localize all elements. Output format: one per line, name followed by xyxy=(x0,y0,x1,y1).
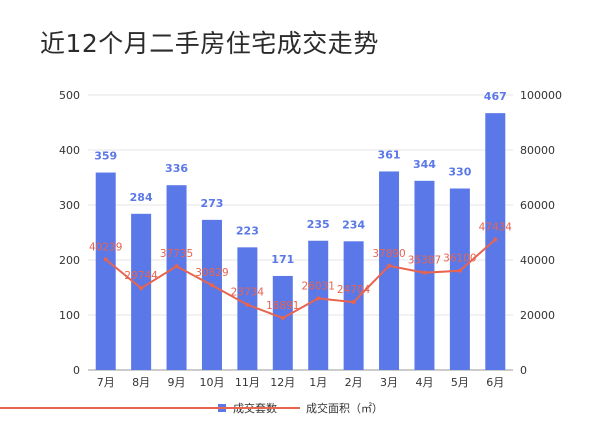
line-point xyxy=(387,263,392,268)
bar-series xyxy=(95,113,506,371)
bar xyxy=(201,219,222,370)
bar-value-label: 330 xyxy=(448,166,471,179)
line-point xyxy=(457,268,462,273)
bar xyxy=(485,113,506,371)
line-point xyxy=(209,283,214,288)
left-tick-label: 0 xyxy=(73,364,80,377)
bar xyxy=(414,180,435,370)
bar-value-label: 344 xyxy=(413,158,436,171)
left-tick-label: 400 xyxy=(59,144,80,157)
grid-lines xyxy=(88,94,513,371)
left-axis: 0 100 200 300 400 500 xyxy=(59,89,80,377)
line-value-label: 37890 xyxy=(372,248,405,260)
bar-value-label: 223 xyxy=(236,224,259,237)
line-point xyxy=(103,257,108,262)
x-tick-label: 6月 xyxy=(486,376,504,389)
x-tick-label: 9月 xyxy=(168,376,186,389)
bar-value-label: 359 xyxy=(94,150,117,163)
x-tick-label: 2月 xyxy=(345,376,363,389)
bar xyxy=(343,241,364,370)
line-value-label: 24704 xyxy=(337,284,371,296)
line-value-label: 40239 xyxy=(89,241,122,253)
line-value-label: 47434 xyxy=(479,222,513,234)
bar-value-label: 235 xyxy=(307,218,330,231)
bar xyxy=(166,185,187,370)
bar xyxy=(272,275,293,370)
right-tick-label: 80000 xyxy=(520,144,555,157)
bar-value-label: 284 xyxy=(130,191,153,204)
line-point xyxy=(493,237,498,242)
right-axis: 0 20000 40000 60000 80000 100000 xyxy=(520,89,562,377)
right-tick-label: 60000 xyxy=(520,199,555,212)
x-tick-label: 11月 xyxy=(235,376,260,389)
right-tick-label: 40000 xyxy=(520,254,555,267)
x-tick-label: 12月 xyxy=(270,376,295,389)
bar-value-label: 336 xyxy=(165,162,188,175)
right-tick-label: 20000 xyxy=(520,309,555,322)
x-tick-label: 1月 xyxy=(309,376,327,389)
right-tick-label: 100000 xyxy=(520,89,562,102)
bar xyxy=(131,213,152,370)
line-value-label: 23734 xyxy=(231,287,265,299)
line-value-label: 30829 xyxy=(195,267,228,279)
line-point xyxy=(245,302,250,307)
line-point xyxy=(422,270,427,275)
bar xyxy=(95,172,116,370)
line-value-label: 29744 xyxy=(124,270,158,282)
line-point xyxy=(174,264,179,269)
line-value-label: 18891 xyxy=(266,300,299,312)
right-tick-label: 0 xyxy=(520,364,527,377)
bar-value-label: 273 xyxy=(200,197,223,210)
bar xyxy=(449,188,470,370)
line-point xyxy=(139,286,144,291)
x-tick-label: 3月 xyxy=(380,376,398,389)
bar-labels: 359 284 336 273 223 171 235 234 361 344 330 467 xyxy=(94,90,507,266)
line-value-label: 26031 xyxy=(302,280,335,292)
line-point xyxy=(316,296,321,301)
x-tick-label: 10月 xyxy=(199,376,224,389)
chart-title: 近12个月二手房住宅成交走势 xyxy=(40,29,379,58)
bar xyxy=(379,171,400,370)
bar-value-label: 171 xyxy=(271,253,294,266)
x-tick-label: 5月 xyxy=(451,376,469,389)
line-value-label: 36100 xyxy=(443,253,476,265)
x-tick-label: 7月 xyxy=(97,376,115,389)
x-axis: 7月 8月 9月 10月 11月 12月 1月 2月 3月 4月 5月 6月 xyxy=(97,376,505,389)
x-tick-label: 4月 xyxy=(415,376,433,389)
line-value-label: 35387 xyxy=(408,255,441,267)
bar-value-label: 234 xyxy=(342,218,365,231)
line-value-label: 37735 xyxy=(160,248,193,260)
left-tick-label: 300 xyxy=(59,199,80,212)
bar-value-label: 361 xyxy=(378,148,401,161)
legend: 成交套数 成交面积（㎡） xyxy=(0,401,383,415)
left-tick-label: 100 xyxy=(59,309,80,322)
line-point xyxy=(351,300,356,305)
area-line xyxy=(105,238,496,320)
bar xyxy=(237,247,258,370)
left-tick-label: 500 xyxy=(59,89,80,102)
line-point xyxy=(280,316,285,321)
x-tick-label: 8月 xyxy=(132,376,150,389)
legend-line-label: 成交面积（㎡） xyxy=(306,401,383,415)
bar-value-label: 467 xyxy=(484,90,507,103)
line-series xyxy=(103,237,498,321)
left-tick-label: 200 xyxy=(59,254,80,267)
bar xyxy=(308,240,329,370)
